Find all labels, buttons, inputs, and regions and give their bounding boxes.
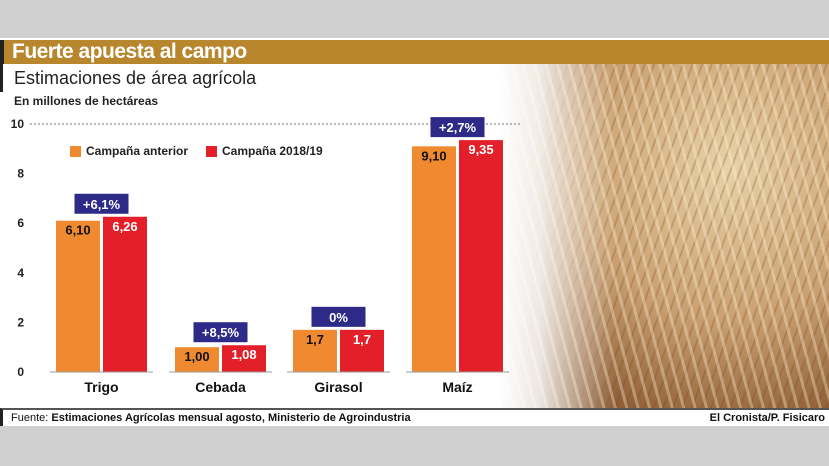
category-label: Trigo [84,379,118,395]
legend-label-prev: Campaña anterior [86,144,189,158]
bar-label: 1,08 [231,347,256,362]
wheat-photo [500,64,829,408]
category-label: Maíz [442,379,472,395]
bar-label: 1,7 [306,332,324,347]
footer: Fuente: Estimaciones Agrícolas mensual a… [0,408,829,426]
y-tick-label: 4 [17,266,24,280]
bar-label: 1,7 [353,332,371,347]
change-label: +8,5% [202,325,240,340]
y-tick-label: 0 [17,365,24,379]
y-tick-label: 6 [17,216,24,230]
y-tick-label: 2 [17,315,24,329]
legend-new: Campaña 2018/19 [206,144,323,158]
bar-prev [175,347,219,372]
change-badge [193,322,248,343]
legend-prev: Campaña anterior [70,144,188,158]
category-label: Girasol [314,379,362,395]
bar-new [103,216,147,372]
category-label: Cebada [195,379,246,395]
change-label: 0% [329,310,348,325]
bar-label: 6,10 [65,223,90,238]
subtitle: Estimaciones de área agrícola [14,68,257,88]
credit: El Cronista/P. Fisicaro [709,412,825,424]
title-bar: Fuerte apuesta al campo [0,40,829,64]
y-tick-label: 10 [11,117,25,131]
bar-label: 9,35 [468,142,493,157]
change-label: +2,7% [439,120,477,135]
units-label: En millones de hectáreas [14,94,159,108]
bar-new [459,140,503,372]
y-tick-label: 8 [17,167,24,181]
bar-new [222,345,266,372]
change-badge [430,117,485,138]
bar-label: 6,26 [112,219,137,234]
accent-bar [0,64,3,92]
bar-prev [412,146,456,372]
source-label: Fuente: [11,412,49,424]
legend-label-new: Campaña 2018/19 [222,144,323,158]
bar-prev [56,220,100,372]
bar-label: 9,10 [421,148,446,163]
title: Fuerte apuesta al campo [12,40,247,63]
legend-swatch-prev [70,145,81,157]
bar-new [340,329,384,372]
bar-prev [293,329,337,372]
bar-label: 1,00 [184,349,209,364]
legend-swatch-new [206,145,217,157]
change-badge [311,306,366,327]
change-badge [74,193,129,214]
change-label: +6,1% [83,197,121,212]
source: Estimaciones Agrícolas mensual agosto, M… [51,412,411,424]
